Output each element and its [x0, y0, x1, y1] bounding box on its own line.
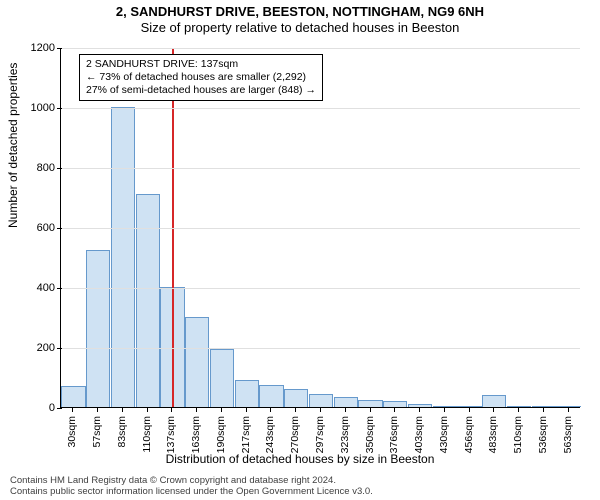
- histogram-bar: [532, 406, 556, 407]
- x-tick-label: 110sqm: [141, 416, 153, 453]
- x-tick-mark: [320, 407, 321, 412]
- gridline: [61, 48, 580, 49]
- x-tick-label: 163sqm: [190, 416, 202, 453]
- x-tick-mark: [122, 407, 123, 412]
- x-tick-label: 510sqm: [512, 416, 524, 453]
- x-tick-label: 83sqm: [116, 416, 128, 448]
- x-tick-mark: [246, 407, 247, 412]
- histogram-bar: [284, 389, 308, 407]
- y-tick-label: 1200: [31, 42, 61, 54]
- footer: Contains HM Land Registry data © Crown c…: [10, 476, 590, 498]
- x-tick-label: 243sqm: [264, 416, 276, 453]
- annotation-line-2: ← 73% of detached houses are smaller (2,…: [86, 71, 316, 84]
- y-tick-label: 1000: [31, 102, 61, 114]
- x-tick-mark: [171, 407, 172, 412]
- y-tick-label: 800: [37, 162, 61, 174]
- gridline: [61, 108, 580, 109]
- x-tick-label: 430sqm: [438, 416, 450, 453]
- y-tick-label: 200: [37, 342, 61, 354]
- x-tick-mark: [196, 407, 197, 412]
- histogram-bar: [210, 349, 234, 408]
- x-tick-mark: [97, 407, 98, 412]
- x-tick-label: 217sqm: [240, 416, 252, 453]
- histogram-bar: [556, 406, 580, 408]
- x-tick-label: 323sqm: [339, 416, 351, 453]
- annotation-box: 2 SANDHURST DRIVE: 137sqm ← 73% of detac…: [79, 54, 323, 101]
- x-tick-mark: [394, 407, 395, 412]
- gridline: [61, 348, 580, 349]
- x-tick-mark: [568, 407, 569, 412]
- x-tick-label: 376sqm: [388, 416, 400, 453]
- x-tick-mark: [518, 407, 519, 412]
- x-tick-label: 30sqm: [66, 416, 78, 448]
- y-axis-label: Number of detached properties: [6, 63, 20, 228]
- x-tick-mark: [221, 407, 222, 412]
- x-tick-label: 270sqm: [289, 416, 301, 453]
- histogram-bar: [309, 394, 333, 408]
- histogram-bar: [86, 250, 110, 408]
- histogram-bar: [259, 385, 283, 408]
- x-tick-mark: [419, 407, 420, 412]
- x-tick-label: 297sqm: [314, 416, 326, 453]
- annotation-line-3: 27% of semi-detached houses are larger (…: [86, 84, 316, 97]
- x-tick-label: 190sqm: [215, 416, 227, 453]
- histogram-bar: [136, 194, 160, 407]
- x-tick-label: 137sqm: [165, 416, 177, 453]
- x-tick-label: 563sqm: [562, 416, 574, 453]
- title-sub: Size of property relative to detached ho…: [0, 20, 600, 35]
- footer-line-2: Contains public sector information licen…: [10, 487, 590, 498]
- x-tick-label: 57sqm: [91, 416, 103, 448]
- title-main: 2, SANDHURST DRIVE, BEESTON, NOTTINGHAM,…: [0, 4, 600, 19]
- x-tick-mark: [270, 407, 271, 412]
- x-tick-area: 30sqm 57sqm 83sqm 110sqm 137sqm 163sqm 190sqm 2…: [60, 408, 580, 458]
- x-axis-label: Distribution of detached houses by size …: [0, 452, 600, 466]
- x-tick-label: 350sqm: [364, 416, 376, 453]
- y-tick-label: 600: [37, 222, 61, 234]
- histogram-bar: [235, 380, 259, 407]
- histogram-bar: [358, 400, 382, 408]
- x-tick-mark: [345, 407, 346, 412]
- x-tick-mark: [493, 407, 494, 412]
- histogram-bar: [185, 317, 209, 407]
- histogram-bar: [482, 395, 506, 407]
- x-tick-label: 483sqm: [487, 416, 499, 453]
- x-tick-mark: [543, 407, 544, 412]
- gridline: [61, 288, 580, 289]
- x-tick-label: 403sqm: [413, 416, 425, 453]
- x-tick-mark: [370, 407, 371, 412]
- histogram-bar: [111, 107, 135, 407]
- x-tick-mark: [147, 407, 148, 412]
- x-tick-mark: [72, 407, 73, 412]
- histogram-bar: [433, 406, 457, 408]
- x-tick-mark: [295, 407, 296, 412]
- histogram-bar: [61, 386, 85, 407]
- gridline: [61, 228, 580, 229]
- plot-area: 2 SANDHURST DRIVE: 137sqm ← 73% of detac…: [60, 48, 580, 408]
- y-tick-label: 400: [37, 282, 61, 294]
- x-tick-mark: [444, 407, 445, 412]
- plot-frame: 2 SANDHURST DRIVE: 137sqm ← 73% of detac…: [60, 48, 580, 408]
- x-tick-mark: [469, 407, 470, 412]
- histogram-bar: [457, 406, 481, 408]
- gridline: [61, 168, 580, 169]
- x-tick-label: 456sqm: [463, 416, 475, 453]
- histogram-bar: [334, 397, 358, 408]
- x-tick-label: 536sqm: [537, 416, 549, 453]
- annotation-line-1: 2 SANDHURST DRIVE: 137sqm: [86, 58, 316, 71]
